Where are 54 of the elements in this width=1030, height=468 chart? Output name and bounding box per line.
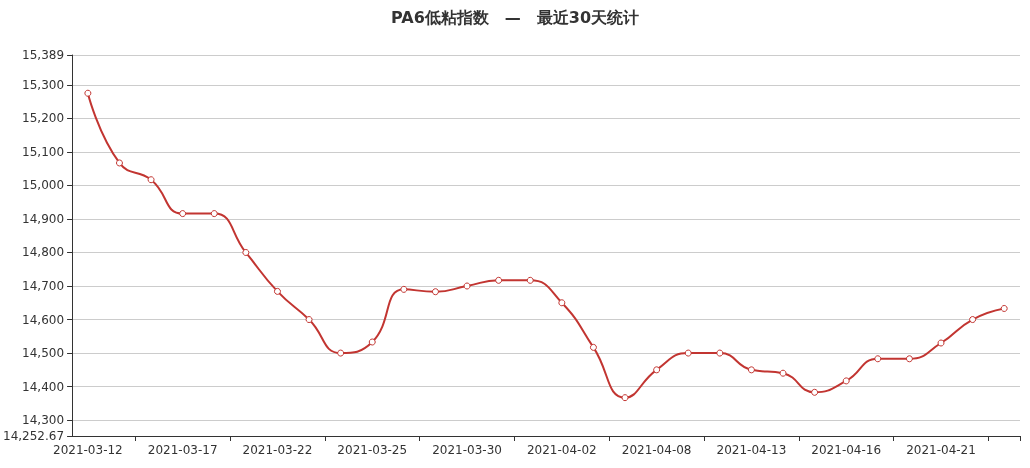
point xyxy=(147,176,155,184)
x-tick-label: 2021-03-17 xyxy=(147,443,218,457)
point xyxy=(842,377,850,385)
point xyxy=(621,394,629,402)
x-tick-label: 2021-04-13 xyxy=(716,443,787,457)
y-tick-label: 14,300 xyxy=(22,413,65,428)
y-tick-label: 15,300 xyxy=(22,77,65,92)
point xyxy=(463,282,471,290)
point xyxy=(305,316,313,324)
y-tick-label: 14,600 xyxy=(22,312,65,327)
y-tick-label: 14,252.67 xyxy=(2,429,65,443)
y-tick-label: 14,800 xyxy=(22,245,65,260)
point xyxy=(495,276,503,284)
y-tick-label: 14,400 xyxy=(22,379,65,394)
point xyxy=(400,285,408,293)
point xyxy=(368,338,376,346)
point xyxy=(526,276,534,284)
point xyxy=(969,316,977,324)
x-tick-label: 2021-03-22 xyxy=(242,443,313,457)
point xyxy=(210,210,218,218)
point xyxy=(747,366,755,374)
point xyxy=(684,349,692,357)
point xyxy=(653,366,661,374)
point xyxy=(179,210,187,218)
point xyxy=(558,299,566,307)
y-tick-label: 15,200 xyxy=(22,111,65,126)
point xyxy=(115,159,123,167)
point xyxy=(589,343,597,351)
x-tick-label: 2021-04-21 xyxy=(906,443,976,457)
x-tick-label: 2021-03-30 xyxy=(432,443,502,457)
y-tick-label: 14,500 xyxy=(22,346,65,361)
point xyxy=(811,388,819,396)
point xyxy=(779,369,787,377)
y-tick-label: 15,100 xyxy=(22,144,65,159)
point xyxy=(431,288,439,296)
point xyxy=(273,287,281,295)
chart-title: PA6低粘指数 — 最近30天统计 xyxy=(390,7,640,27)
x-tick-label: 2021-03-12 xyxy=(53,443,123,457)
y-tick-label: 15,000 xyxy=(22,178,65,193)
point xyxy=(337,349,345,357)
point xyxy=(84,89,92,97)
y-tick-label: 14,700 xyxy=(22,279,65,294)
x-tick-label: 2021-04-08 xyxy=(621,443,692,457)
x-tick-label: 2021-04-16 xyxy=(811,443,882,457)
point xyxy=(1000,304,1008,312)
point xyxy=(716,349,724,357)
point xyxy=(874,355,882,363)
point xyxy=(242,248,250,256)
point xyxy=(937,339,945,347)
point xyxy=(905,355,913,363)
y-tick-label: 15,389 xyxy=(22,48,65,62)
x-tick-label: 2021-04-02 xyxy=(526,443,597,457)
x-tick-label: 2021-03-25 xyxy=(337,443,408,457)
y-tick-label: 14,900 xyxy=(22,211,65,226)
